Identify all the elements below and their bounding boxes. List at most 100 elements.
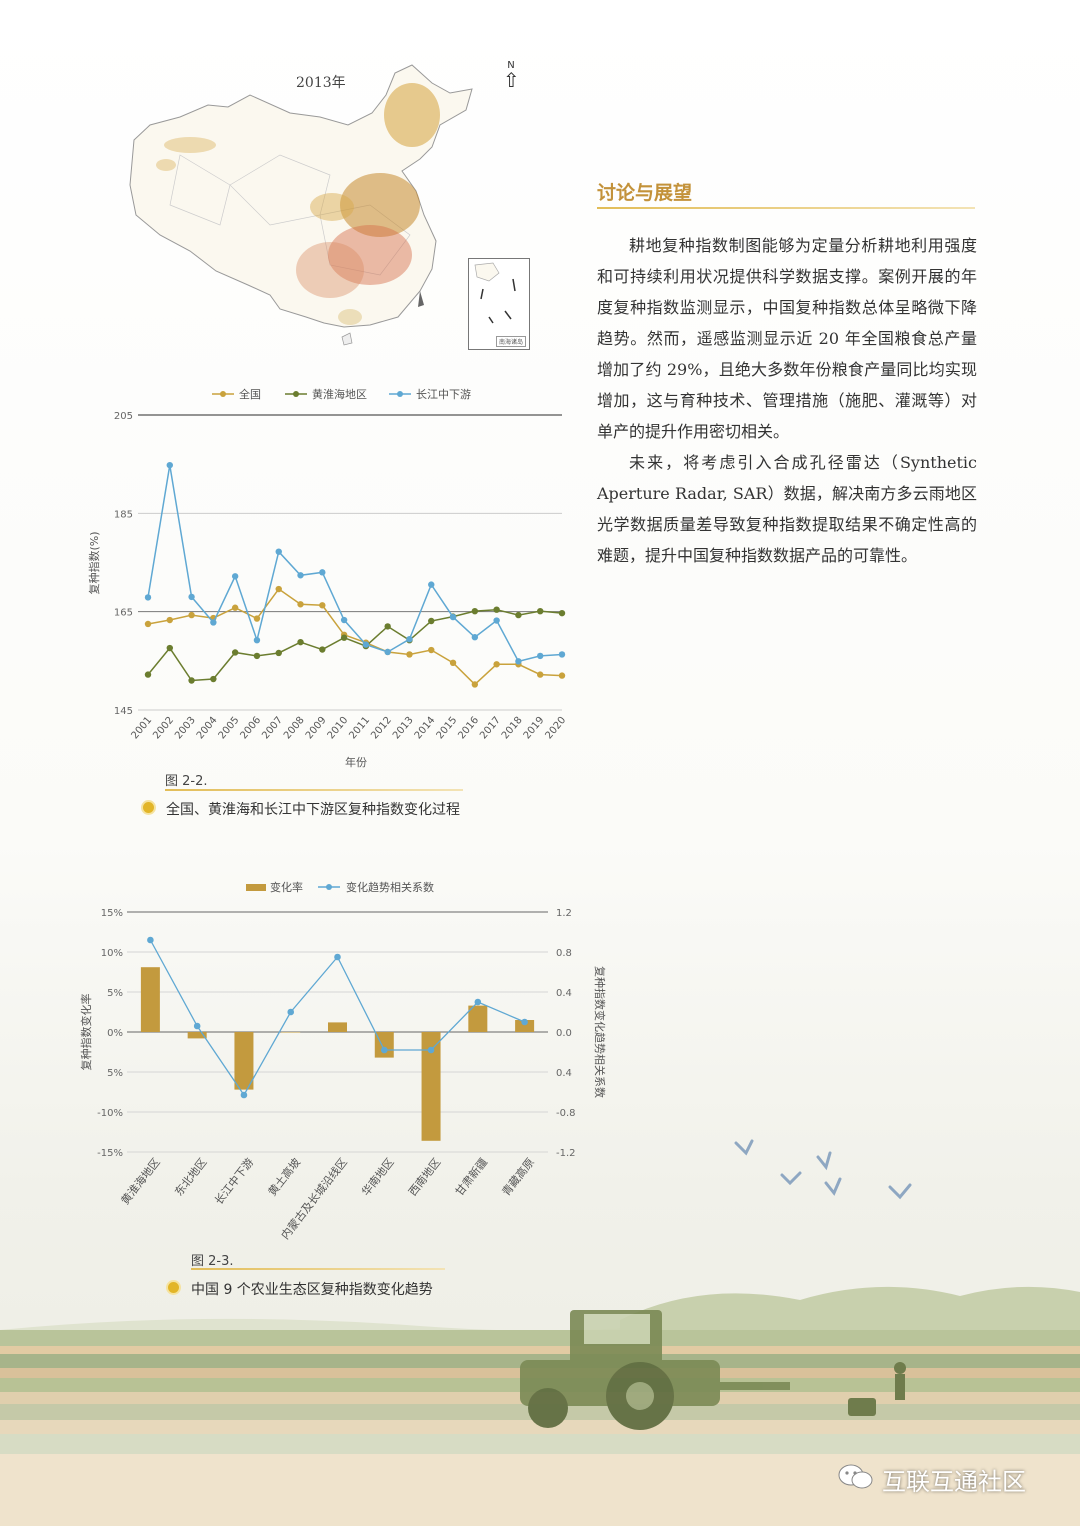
bar [374, 1032, 394, 1058]
inset-label: 南海诸岛 [495, 336, 526, 347]
y2-tick-label: 1.2 [556, 908, 572, 919]
y-tick-label: 185 [114, 509, 133, 520]
data-point [384, 623, 391, 630]
bar [187, 1032, 207, 1039]
y2-tick-label: 0.0 [556, 1028, 572, 1039]
data-point [428, 646, 435, 654]
x-tick-label: 黄淮海地区 [118, 1155, 163, 1207]
legend-marker [220, 391, 226, 397]
data-point [537, 652, 544, 660]
data-point [275, 585, 282, 593]
data-point [428, 581, 435, 588]
figure-2-2-number: 图 2-2. [165, 774, 208, 789]
data-point [537, 671, 544, 678]
bar [468, 1005, 488, 1032]
data-point [144, 620, 152, 628]
flying-birds-icon [734, 1139, 912, 1200]
data-point [231, 573, 239, 580]
bar [328, 1022, 347, 1032]
data-point [144, 671, 152, 678]
bar [515, 1020, 535, 1032]
data-point [319, 569, 326, 576]
y-tick-label: -10% [97, 1108, 123, 1119]
data-point [275, 548, 282, 555]
data-point [188, 611, 195, 619]
y-tick-label: 5% [107, 988, 123, 999]
data-point [340, 616, 348, 624]
data-point [558, 651, 566, 658]
y-tick-label: 15% [101, 908, 123, 919]
north-arrow-icon: N ⇧ [503, 60, 520, 92]
watermark-text: 互联互通社区 [882, 1468, 1026, 1496]
data-point [428, 617, 435, 625]
data-point [253, 636, 261, 644]
data-point [471, 607, 479, 615]
data-point [188, 677, 195, 684]
legend-label: 黄淮海地区 [312, 387, 367, 401]
data-point [253, 615, 261, 622]
y2-tick-label: -0.8 [556, 1108, 576, 1119]
data-point [471, 681, 479, 688]
bar [234, 1032, 254, 1090]
north-arrow-glyph: ⇧ [503, 68, 520, 92]
bar [140, 967, 160, 1032]
data-point [297, 638, 304, 646]
data-point [449, 659, 457, 666]
data-point [210, 619, 217, 626]
figure-2-2-caption: 全国、黄淮海和长江中下游区复种指数变化过程 [166, 802, 460, 818]
y-tick-label: 145 [114, 706, 133, 717]
caption-bullet-icon [141, 800, 156, 815]
data-point [188, 593, 195, 601]
china-outline [129, 64, 473, 328]
figure-2-3-rule [191, 1268, 445, 1270]
y-tick-label: 0% [107, 1028, 123, 1039]
data-point [558, 609, 566, 617]
bar [421, 1032, 441, 1141]
data-point [515, 658, 522, 665]
data-point [210, 675, 217, 683]
figure-2-3-number: 图 2-3. [191, 1254, 234, 1269]
data-point [471, 634, 479, 641]
y-tick-label: 165 [114, 608, 133, 619]
data-point [474, 998, 482, 1006]
data-point [144, 594, 152, 601]
data-point [297, 601, 304, 608]
north-label: N [507, 60, 515, 71]
y-tick-label: 205 [114, 411, 133, 422]
legend-marker [293, 391, 299, 397]
data-point [287, 1008, 295, 1016]
line-chart-2-2: 1451651852052001200220032004200520062007… [87, 387, 568, 769]
data-point [537, 607, 544, 615]
y-tick-label: 10% [101, 948, 123, 959]
x-tick-label: 华南地区 [359, 1155, 397, 1198]
y-tick-label: 5% [107, 1068, 123, 1079]
x-axis-label: 年份 [345, 755, 367, 769]
series-line [147, 465, 563, 663]
data-point [558, 672, 566, 679]
section-divider [597, 207, 975, 209]
x-tick-label: 甘肃新疆 [452, 1155, 490, 1198]
data-point [253, 652, 261, 660]
discussion-body: 耕地复种指数制图能够为定量分析耕地利用强度和可持续利用状况提供科学数据支撑。案例… [597, 230, 977, 571]
data-point [147, 936, 154, 944]
legend-label: 变化趋势相关系数 [346, 880, 434, 894]
data-point [193, 1022, 201, 1030]
data-point [297, 572, 304, 579]
legend-label: 长江中下游 [416, 388, 471, 401]
legend-marker [397, 391, 403, 397]
data-point [427, 1046, 435, 1054]
y-axis-label: 复种指数(%) [87, 531, 101, 594]
y2-tick-label: 0.4 [556, 988, 572, 999]
y2-tick-label: 0.4 [556, 1068, 572, 1079]
x-tick-label: 黄土高坡 [265, 1155, 303, 1198]
data-point [319, 646, 326, 653]
data-point [406, 636, 413, 643]
bar-line-chart-2-3: -15% -10% 5% 0% 5% 10% 15% -1.2 -0.8 0.4 0.0 0.4 0.8… [79, 880, 607, 1242]
figure-2-2-rule [165, 789, 463, 791]
x-tick-label: 青藏高原 [499, 1155, 537, 1198]
data-point [340, 634, 348, 641]
discussion-paragraph: 未来，将考虑引入合成孔径雷达（Synthetic Aperture Radar,… [597, 453, 977, 565]
data-point [449, 613, 457, 621]
y-tick-label: -15% [97, 1148, 123, 1159]
data-point [166, 644, 173, 652]
